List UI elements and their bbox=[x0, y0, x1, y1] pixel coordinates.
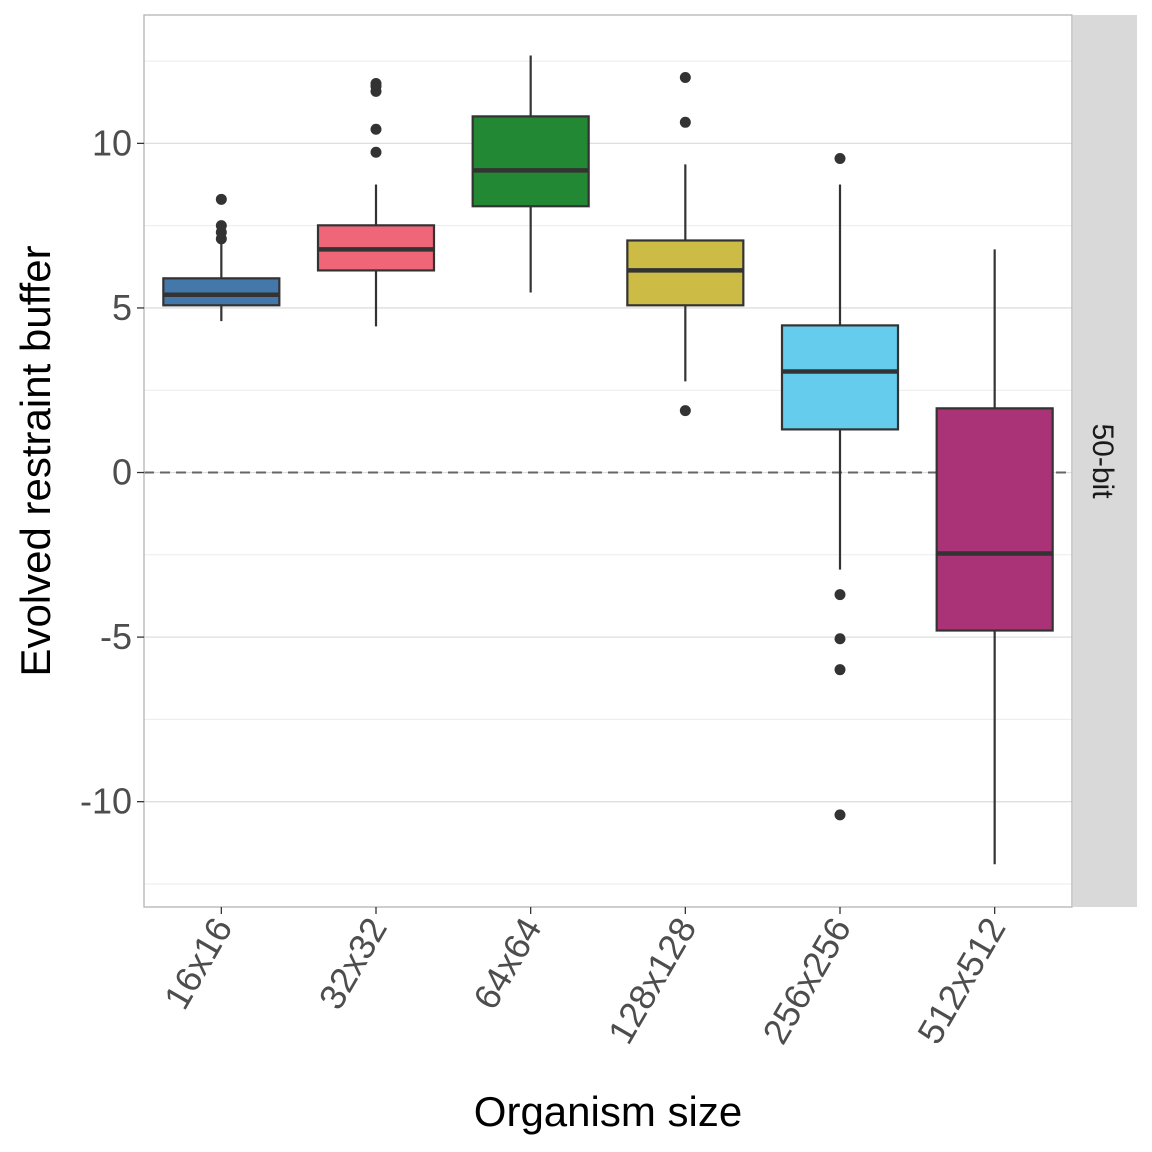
facet-strip bbox=[1073, 15, 1137, 907]
box-512x512 bbox=[935, 407, 1054, 632]
outlier-point bbox=[215, 220, 227, 232]
outlier-point bbox=[834, 633, 846, 645]
x-tick-label: 32x32 bbox=[310, 911, 395, 1016]
x-tick-label: 256x256 bbox=[754, 911, 859, 1051]
plot-border bbox=[143, 14, 1073, 908]
y-tick-label: 5 bbox=[112, 287, 132, 328]
box-128x128 bbox=[626, 239, 745, 307]
outlier-point bbox=[679, 72, 691, 84]
outlier-point bbox=[370, 77, 382, 89]
x-axis-title: Organism size bbox=[474, 1088, 742, 1135]
outlier-point bbox=[834, 153, 846, 165]
outlier-point bbox=[834, 589, 846, 601]
x-tick-label: 128x128 bbox=[600, 911, 705, 1051]
x-tick-label: 64x64 bbox=[465, 911, 550, 1016]
y-tick-label: -10 bbox=[80, 781, 132, 822]
y-tick-label: 10 bbox=[92, 122, 132, 163]
outlier-point bbox=[834, 809, 846, 821]
box-16x16 bbox=[162, 277, 281, 307]
outlier-point bbox=[834, 664, 846, 676]
outlier-point bbox=[370, 146, 382, 158]
box-256x256 bbox=[780, 324, 900, 431]
outlier-point bbox=[370, 123, 382, 135]
y-axis-title: Evolved restraint buffer bbox=[12, 245, 59, 676]
y-tick-label: 0 bbox=[112, 452, 132, 493]
y-tick-label: -5 bbox=[100, 616, 132, 657]
facet-label: 50-bit bbox=[1086, 423, 1119, 499]
outlier-point bbox=[215, 193, 227, 205]
outlier-point bbox=[679, 116, 691, 128]
x-tick-label: 16x16 bbox=[156, 911, 241, 1016]
plot-panel bbox=[144, 15, 1072, 907]
x-tick-label: 512x512 bbox=[909, 911, 1014, 1051]
outlier-point bbox=[679, 405, 691, 417]
box-64x64 bbox=[471, 115, 590, 208]
